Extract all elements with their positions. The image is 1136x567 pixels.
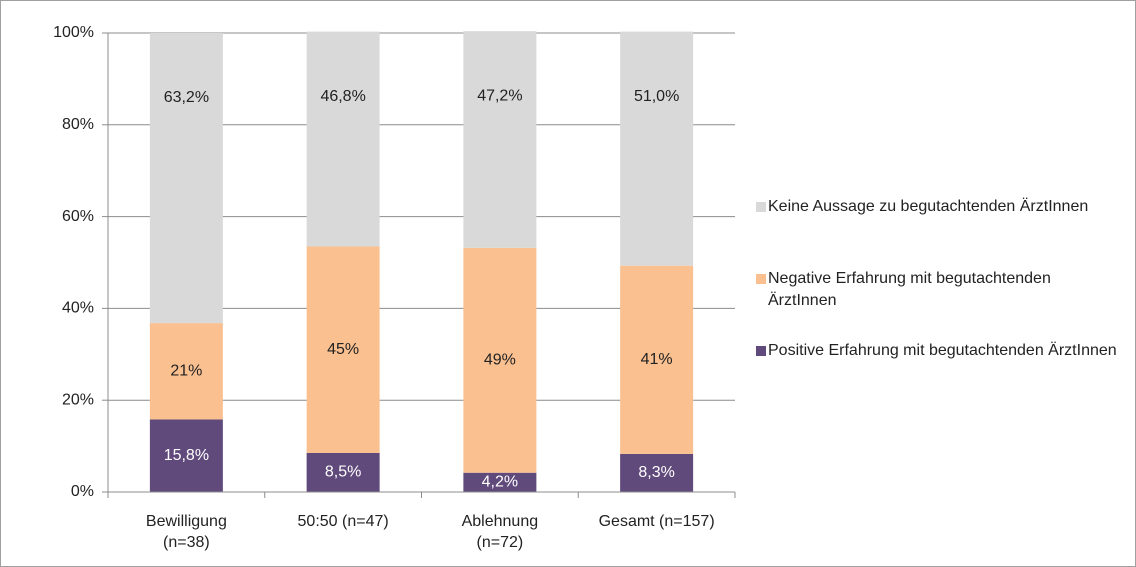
y-tick-label: 80% [62,116,94,133]
legend-label: Negative Erfahrung mit begutachtenden Är… [768,270,1051,309]
bar-segment [149,33,223,324]
value-label: 8,5% [325,464,361,481]
x-tick-label: Ablehnung (n=72) [461,513,539,551]
value-label: 63,2% [164,89,209,106]
legend-label: Keine Aussage zu begutachtenden ÄrztInne… [768,198,1089,215]
value-label: 46,8% [320,88,365,105]
bar-segment [620,31,694,266]
bar-segment [149,323,223,420]
x-tick-label: 50:50 (n=47) [297,513,389,530]
value-label: 41% [641,351,673,368]
value-label: 8,3% [638,464,674,481]
bar-segment [620,265,694,454]
bar-segment [463,472,537,492]
value-label: 45% [327,341,359,358]
y-tick-label: 100% [53,24,94,41]
bar-segment [149,419,223,492]
value-label: 15,8% [164,447,209,464]
bar-segment [620,453,694,492]
y-tick-label: 20% [62,391,94,408]
value-label: 49% [484,351,516,368]
bar-segment [463,31,537,248]
y-tick-label: 40% [62,300,94,317]
legend-label: Positive Erfahrung mit begutachtenden Är… [768,342,1117,359]
value-label: 51,0% [634,88,679,105]
y-tick-label: 0% [71,483,94,500]
value-label: 21% [170,363,202,380]
value-label: 4,2% [482,474,518,491]
bar-segment [306,246,380,453]
bar-segment [306,452,380,492]
x-tick-label: Gesamt (n=157) [598,513,715,530]
x-tick-label: Bewilligung (n=38) [145,513,227,551]
legend-swatch [756,202,766,212]
bar-segment [463,247,537,473]
legend-swatch [756,346,766,356]
value-label: 47,2% [477,87,522,104]
legend-swatch [756,274,766,284]
y-tick-label: 60% [62,208,94,225]
bar-segment [306,31,380,247]
